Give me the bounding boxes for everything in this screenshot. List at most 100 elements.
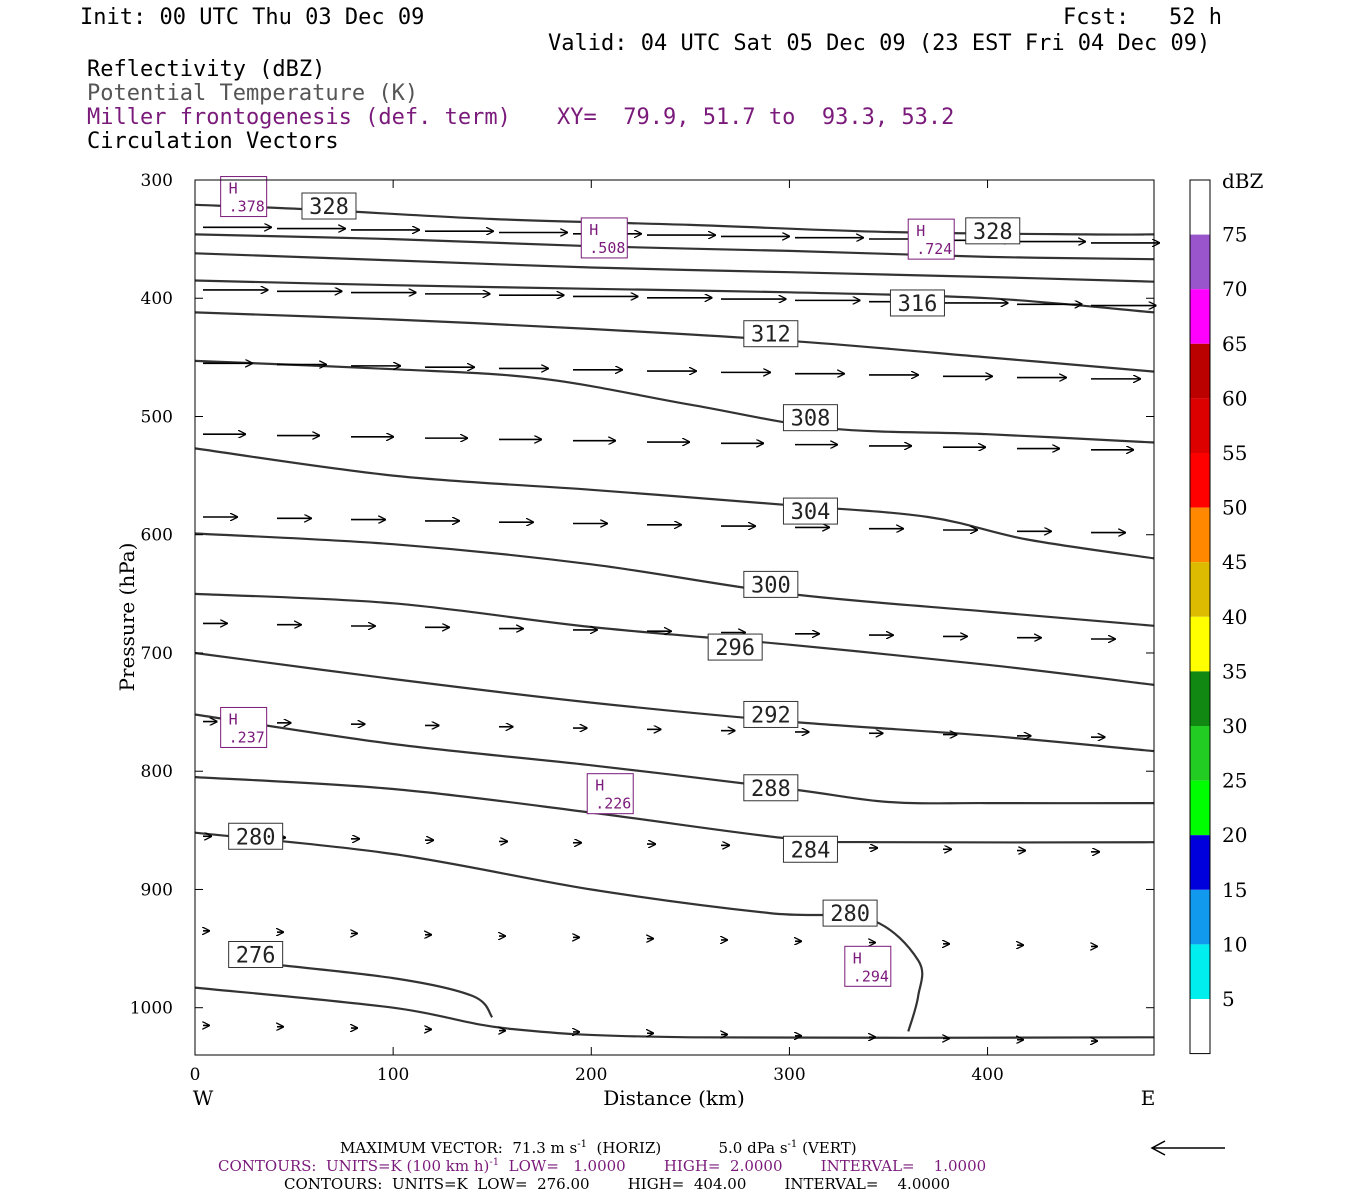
y-tick-label-400: 400 bbox=[141, 289, 173, 309]
frontogenesis-max-letter: H bbox=[853, 949, 862, 967]
contour-label-280: 280 bbox=[236, 825, 276, 850]
x-end-west: W bbox=[193, 1086, 214, 1110]
frontogenesis-max-box bbox=[220, 706, 268, 748]
frontogenesis-max-box bbox=[844, 945, 892, 987]
y-tick-label-900: 900 bbox=[141, 880, 173, 900]
frontogenesis-max-letter: H bbox=[589, 221, 598, 239]
colorbar-segment bbox=[1190, 671, 1210, 726]
colorbar-segment bbox=[1190, 999, 1210, 1054]
colorbar-segment bbox=[1190, 616, 1210, 672]
field-theta: Potential Temperature (K) bbox=[87, 81, 419, 106]
contour-label-276: 276 bbox=[236, 943, 276, 968]
forecast-hour: Fcst: 52 h bbox=[1063, 5, 1222, 30]
contour-label-box bbox=[743, 774, 799, 802]
x-tick-label-300: 300 bbox=[773, 1065, 805, 1085]
isentrope-lower-boundary bbox=[194, 986, 1155, 1039]
cross-section-endpoints: XY= 79.9, 51.7 to 93.3, 53.2 bbox=[557, 105, 955, 130]
contour-label-box bbox=[965, 217, 1021, 245]
colorbar-label-45: 45 bbox=[1222, 550, 1247, 574]
isentrope-312-4 bbox=[194, 311, 1155, 373]
frontogenesis-max-value: .226 bbox=[595, 795, 631, 813]
contour-label-328: 328 bbox=[973, 220, 1013, 245]
isentrope-276-13 bbox=[234, 959, 494, 1018]
colorbar-label-60: 60 bbox=[1222, 386, 1247, 410]
footer-frontogenesis-contours: CONTOURS: UNITS=K (100 km h)-1 LOW= 1.00… bbox=[218, 1157, 987, 1175]
contour-label-300: 300 bbox=[751, 573, 791, 598]
contour-label-box bbox=[782, 497, 838, 525]
isentrope-320-2 bbox=[194, 252, 1155, 283]
max-vector-arrowhead bbox=[1150, 1140, 1166, 1156]
footer-theta-contours: CONTOURS: UNITS=K LOW= 276.00 HIGH= 404.… bbox=[284, 1175, 950, 1193]
isentrope-324-1 bbox=[194, 233, 1155, 261]
colorbar-label-40: 40 bbox=[1222, 605, 1247, 629]
isentrope-296-8 bbox=[194, 592, 1155, 686]
colorbar-label-65: 65 bbox=[1222, 332, 1247, 356]
frontogenesis-max-value: .237 bbox=[229, 728, 265, 746]
y-tick-label-800: 800 bbox=[141, 762, 173, 782]
frontogenesis-max-value: .724 bbox=[916, 240, 952, 258]
x-end-east: E bbox=[1141, 1086, 1156, 1110]
colorbar-label-70: 70 bbox=[1222, 277, 1247, 301]
contour-label-box bbox=[743, 700, 799, 728]
init-time: Init: 00 UTC Thu 03 Dec 09 bbox=[80, 5, 425, 30]
frontogenesis-max-letter: H bbox=[595, 777, 604, 795]
colorbar-segment bbox=[1190, 234, 1210, 290]
colorbar-segment bbox=[1190, 889, 1210, 945]
contour-label-box bbox=[301, 192, 357, 220]
x-tick-label-200: 200 bbox=[575, 1065, 607, 1085]
colorbar-segment bbox=[1190, 180, 1210, 235]
isentrope-308-5 bbox=[194, 359, 1155, 444]
colorbar-label-55: 55 bbox=[1222, 441, 1247, 465]
y-tick-label-1000: 1000 bbox=[130, 999, 173, 1019]
frontogenesis-max-value: .294 bbox=[853, 967, 889, 985]
contour-label-box bbox=[743, 320, 799, 348]
contour-label-284: 284 bbox=[791, 838, 831, 863]
contour-label-292: 292 bbox=[751, 703, 791, 728]
y-tick-label-500: 500 bbox=[141, 407, 173, 427]
colorbar-label-10: 10 bbox=[1222, 932, 1247, 956]
x-tick-label-100: 100 bbox=[377, 1065, 409, 1085]
frontogenesis-max-value: .508 bbox=[589, 239, 625, 257]
contour-label-box bbox=[707, 633, 763, 661]
contour-label-box bbox=[743, 570, 799, 598]
colorbar-segment bbox=[1190, 289, 1210, 344]
contour-label-box bbox=[822, 899, 878, 927]
contour-label-304: 304 bbox=[791, 500, 831, 525]
frontogenesis-max-box bbox=[220, 176, 268, 218]
colorbar-segment bbox=[1190, 343, 1210, 399]
frontogenesis-max-letter: H bbox=[229, 710, 238, 728]
colorbar-segment bbox=[1190, 944, 1210, 999]
footer-max-vector: MAXIMUM VECTOR: 71.3 m s-1 (HORIZ) 5.0 d… bbox=[340, 1139, 857, 1157]
colorbar-segment bbox=[1190, 780, 1210, 836]
colorbar-title: dBZ bbox=[1222, 169, 1264, 193]
contour-label-328: 328 bbox=[309, 195, 349, 220]
y-tick-label-600: 600 bbox=[141, 526, 173, 546]
frontogenesis-max-value: .378 bbox=[229, 198, 265, 216]
plot-frame bbox=[194, 179, 1155, 1056]
isentrope-284-11 bbox=[194, 713, 1155, 805]
x-axis-label: Distance (km) bbox=[603, 1086, 745, 1110]
frontogenesis-max-box bbox=[580, 217, 628, 259]
x-tick-label-0: 0 bbox=[190, 1065, 201, 1085]
y-tick-label-700: 700 bbox=[141, 644, 173, 664]
y-tick-label-300: 300 bbox=[141, 171, 173, 191]
isentrope-280-12 bbox=[194, 831, 924, 1032]
colorbar-segment bbox=[1190, 835, 1210, 890]
contour-label-box bbox=[782, 404, 838, 432]
contour-label-296: 296 bbox=[715, 636, 755, 661]
colorbar-label-50: 50 bbox=[1222, 496, 1247, 520]
colorbar-frame bbox=[1189, 179, 1211, 1055]
contour-label-312: 312 bbox=[751, 323, 791, 348]
field-frontogenesis: Miller frontogenesis (def. term) bbox=[87, 105, 511, 130]
colorbar-segment bbox=[1190, 453, 1210, 508]
contour-label-308: 308 bbox=[791, 407, 831, 432]
field-vectors: Circulation Vectors bbox=[87, 129, 339, 154]
colorbar-label-25: 25 bbox=[1222, 769, 1247, 793]
colorbar-label-30: 30 bbox=[1222, 714, 1247, 738]
contour-label-box bbox=[228, 822, 284, 850]
contour-label-288: 288 bbox=[751, 777, 791, 802]
colorbar-label-35: 35 bbox=[1222, 659, 1247, 683]
colorbar-segment bbox=[1190, 562, 1210, 617]
isentrope-304-6 bbox=[194, 447, 1155, 560]
